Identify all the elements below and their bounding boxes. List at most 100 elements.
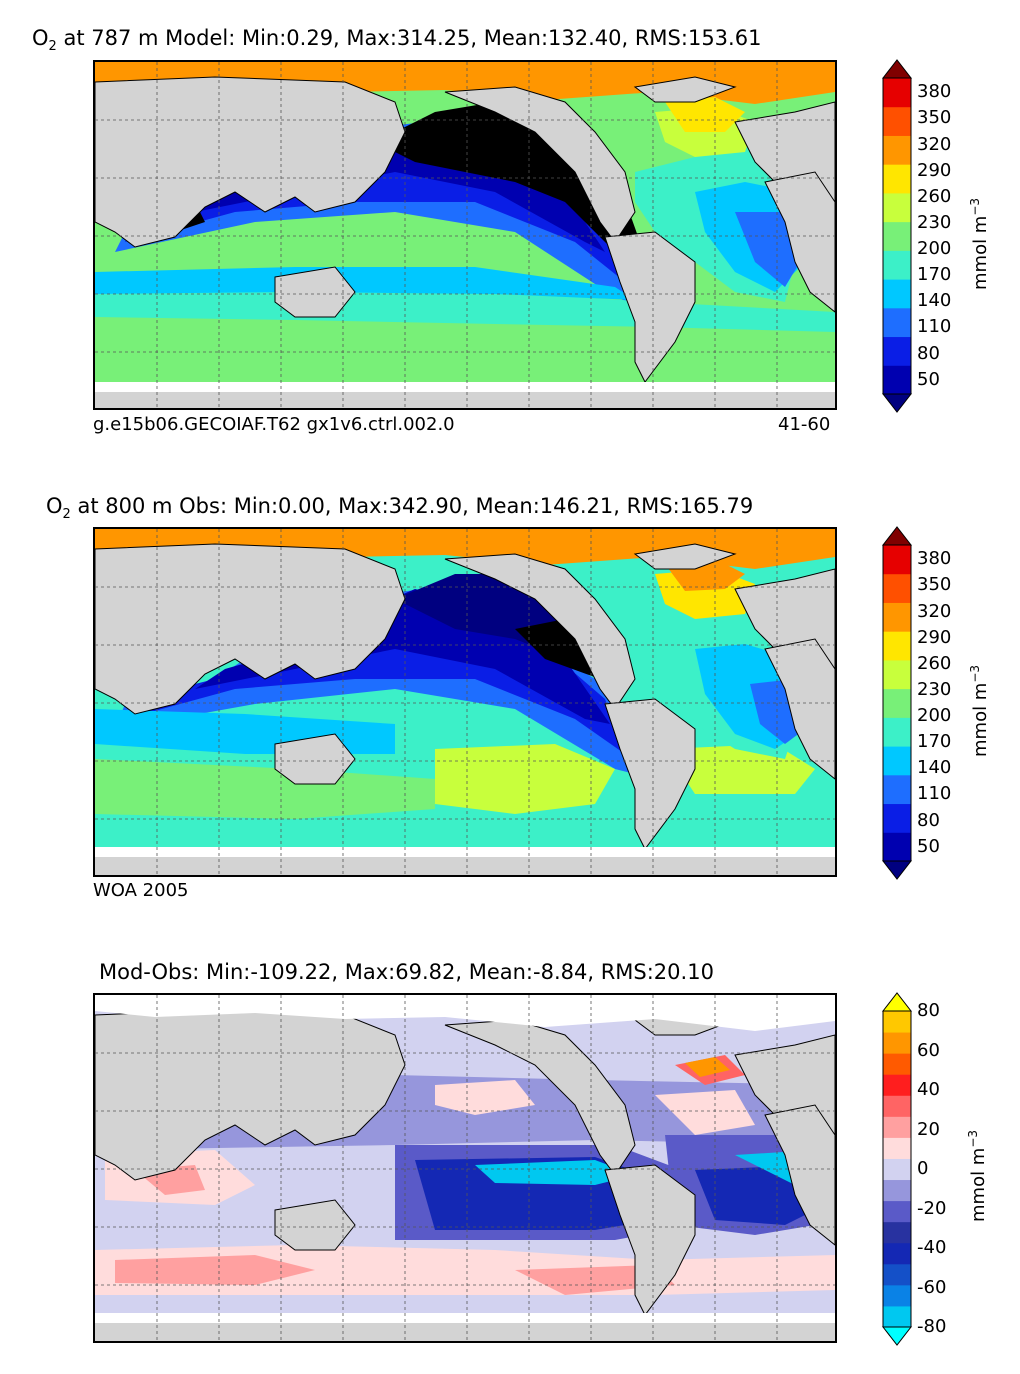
colorbar-unit-label: mmol m−3 bbox=[968, 665, 991, 757]
colorbar-tick-label: 80 bbox=[917, 342, 940, 364]
colorbar-tick-label: 320 bbox=[917, 133, 952, 155]
title-text: Mod-Obs: Min:-109.22, Max:69.82, Mean:-8… bbox=[99, 960, 714, 984]
colorbar-diff-canvas bbox=[881, 992, 913, 1346]
colorbar-segment bbox=[883, 1179, 911, 1202]
colorbar-segment bbox=[883, 336, 911, 366]
unit-text: mmol m bbox=[970, 215, 991, 290]
colorbar-segment bbox=[883, 106, 911, 136]
colorbar-segment bbox=[883, 717, 911, 747]
colorbar-tick-label: 110 bbox=[917, 316, 952, 338]
colorbar-tick-label: 320 bbox=[917, 600, 952, 622]
colorbar-segment bbox=[883, 1137, 911, 1159]
colorbar-extend-min bbox=[881, 393, 913, 413]
colorbar-segment bbox=[883, 803, 911, 833]
panel-title: O2 at 787 m Model: Min:0.29, Max:314.25,… bbox=[32, 26, 761, 54]
colorbar-extend-min bbox=[881, 1326, 913, 1346]
colorbar-tick-label: 50 bbox=[917, 368, 940, 390]
caption-left: g.e15b06.GECOIAF.T62 gx1v6.ctrl.002.0 bbox=[93, 414, 455, 435]
colorbar-segment bbox=[883, 164, 911, 194]
panel-title: O2 at 800 m Obs: Min:0.00, Max:342.90, M… bbox=[46, 494, 753, 522]
colorbar-segment bbox=[883, 746, 911, 776]
title-text: at 787 m Model: Min:0.29, Max:314.25, Me… bbox=[56, 26, 762, 50]
colorbar-segment bbox=[883, 1158, 911, 1181]
map-diff bbox=[93, 993, 837, 1343]
colorbar-tick-label: 140 bbox=[917, 757, 952, 779]
caption-right: 41-60 bbox=[778, 414, 831, 435]
colorbar-segment bbox=[883, 250, 911, 280]
colorbar-segment bbox=[883, 631, 911, 661]
colorbar-segment bbox=[883, 1221, 911, 1244]
unit-exponent: −3 bbox=[968, 197, 982, 216]
colorbar-segment bbox=[883, 659, 911, 690]
colorbar-segment bbox=[883, 221, 911, 251]
colorbar-tick-label: 60 bbox=[917, 1039, 940, 1061]
colorbar-tick-label: -80 bbox=[917, 1316, 947, 1337]
colorbar-model bbox=[881, 59, 913, 413]
colorbar-tick-label: 0 bbox=[917, 1158, 929, 1179]
colorbar-segment bbox=[883, 1263, 911, 1286]
colorbar-segment bbox=[883, 1074, 911, 1096]
colorbar-tick-label: 350 bbox=[917, 574, 952, 596]
colorbar-segment bbox=[883, 279, 911, 309]
colorbar-extend-min bbox=[881, 860, 913, 880]
map-diff-canvas bbox=[95, 995, 835, 1341]
colorbar-tick-label: 20 bbox=[917, 1118, 940, 1140]
title-prefix: O bbox=[46, 494, 63, 518]
unit-text: mmol m bbox=[968, 1147, 989, 1222]
colorbar-unit-label: mmol m−3 bbox=[968, 198, 991, 290]
colorbar-tick-label: 50 bbox=[917, 835, 940, 857]
colorbar-tick-label: 170 bbox=[917, 264, 952, 286]
unit-exponent: −3 bbox=[968, 664, 982, 683]
colorbar-tick-label: 380 bbox=[917, 548, 952, 570]
colorbar-segment bbox=[883, 1032, 911, 1054]
colorbar-segment bbox=[883, 1305, 911, 1328]
colorbar-tick-label: -40 bbox=[917, 1237, 947, 1258]
map-model-canvas bbox=[95, 62, 835, 408]
colorbar-extend-max bbox=[881, 526, 913, 546]
colorbar-segment bbox=[883, 832, 911, 862]
colorbar-segment bbox=[883, 1116, 911, 1138]
panel-title: Mod-Obs: Min:-109.22, Max:69.82, Mean:-8… bbox=[99, 960, 714, 984]
colorbar-diff bbox=[881, 992, 913, 1346]
colorbar-segment bbox=[883, 192, 911, 223]
colorbar-segment bbox=[883, 688, 911, 718]
colorbar-segment bbox=[883, 573, 911, 603]
colorbar-tick-label: 260 bbox=[917, 652, 952, 674]
colorbar-tick-label: 290 bbox=[917, 626, 952, 648]
colorbar-obs bbox=[881, 526, 913, 880]
title-text: at 800 m Obs: Min:0.00, Max:342.90, Mean… bbox=[70, 494, 754, 518]
colorbar-tick-label: 230 bbox=[917, 211, 952, 233]
colorbar-segment bbox=[883, 307, 911, 338]
colorbar-tick-label: -60 bbox=[917, 1276, 947, 1298]
colorbar-segment bbox=[883, 135, 911, 165]
colorbar-extend-max bbox=[881, 59, 913, 79]
map-obs bbox=[93, 527, 837, 877]
colorbar-tick-label: 200 bbox=[917, 238, 952, 260]
colorbar-tick-label: 170 bbox=[917, 731, 952, 753]
map-model bbox=[93, 60, 837, 410]
unit-text: mmol m bbox=[970, 682, 991, 757]
colorbar-segment bbox=[883, 1095, 911, 1117]
colorbar-tick-label: 40 bbox=[917, 1079, 940, 1100]
colorbar-model-canvas bbox=[881, 59, 913, 413]
colorbar-segment bbox=[883, 1200, 911, 1223]
colorbar-tick-label: 200 bbox=[917, 705, 952, 727]
colorbar-tick-label: 230 bbox=[917, 678, 952, 700]
title-prefix: O bbox=[32, 26, 49, 50]
colorbar-segment bbox=[883, 1053, 911, 1075]
colorbar-tick-label: 80 bbox=[917, 809, 940, 831]
colorbar-tick-label: 80 bbox=[917, 1000, 940, 1021]
colorbar-tick-label: 260 bbox=[917, 185, 952, 207]
colorbar-tick-label: 140 bbox=[917, 290, 952, 312]
colorbar-tick-label: 380 bbox=[917, 81, 952, 103]
colorbar-obs-canvas bbox=[881, 526, 913, 880]
colorbar-tick-label: 290 bbox=[917, 159, 952, 181]
colorbar-tick-label: -20 bbox=[917, 1197, 947, 1219]
colorbar-tick-label: 350 bbox=[917, 107, 952, 129]
map-obs-canvas bbox=[95, 529, 835, 875]
colorbar-segment bbox=[883, 365, 911, 395]
caption-left: WOA 2005 bbox=[93, 880, 189, 901]
unit-exponent: −3 bbox=[966, 1129, 980, 1148]
title-subscript: 2 bbox=[62, 507, 71, 523]
colorbar-segment bbox=[883, 545, 911, 575]
